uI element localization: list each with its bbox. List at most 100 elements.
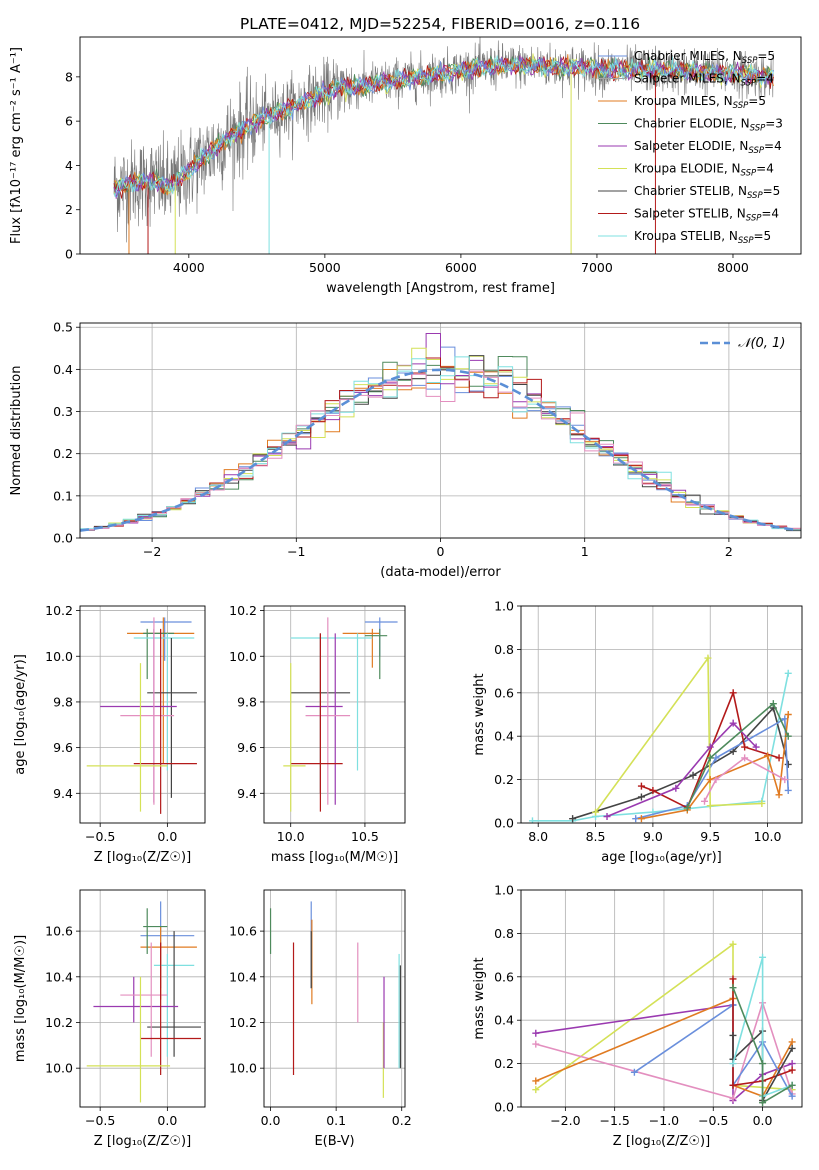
plus-marker	[569, 815, 577, 823]
plus-marker	[637, 782, 645, 790]
legend-label-text: Salpeter ELODIE, N	[634, 139, 748, 153]
plus-marker	[784, 760, 792, 768]
mass-weight-line	[594, 655, 762, 813]
y-tick-label: 8	[65, 69, 73, 84]
x-tick-label: 1	[581, 544, 589, 559]
x-tick-label: 0.1	[326, 1113, 346, 1128]
plus-marker	[706, 802, 714, 810]
spectrum-panel: 4000 5000 6000 7000 8000 0 2 4 6 8 wavelength [Ang…	[9, 36, 802, 296]
legend-label: Chabrier ELODIE, NSSP=3	[634, 117, 783, 134]
plus-marker	[637, 815, 645, 823]
plus-marker	[741, 754, 749, 762]
legend-label-sub: SSP	[741, 169, 757, 179]
y-tick-label: 0.1	[53, 488, 73, 503]
y-axis-label: mass weight	[472, 957, 487, 1039]
plus-marker	[729, 1081, 737, 1089]
y-tick-label: 10.2	[229, 603, 257, 618]
plus-marker	[729, 975, 737, 983]
y-tick-label: 9.6	[237, 740, 257, 755]
plus-marker	[788, 1044, 796, 1052]
y-tick-label: 4	[65, 158, 73, 173]
y-tick-label: 0.4	[494, 729, 514, 744]
plus-marker	[729, 940, 737, 948]
plus-marker	[701, 797, 709, 805]
x-tick-label: −0.5	[698, 1113, 728, 1128]
residuals-plot-area	[80, 333, 801, 538]
plus-marker	[689, 771, 697, 779]
y-tick-label: 1.0	[494, 883, 514, 898]
x-tick-label: 10.5	[351, 829, 379, 844]
y-tick-label: 10.2	[45, 1015, 73, 1030]
plus-marker	[788, 1038, 796, 1046]
mass-weight-line	[686, 702, 789, 809]
x-tick-label: 0.0	[157, 829, 177, 844]
y-axis-label: Normed distribution	[9, 366, 24, 496]
plus-marker	[649, 786, 657, 794]
y-tick-label: 0.0	[494, 1100, 514, 1115]
axes-frame	[79, 605, 206, 824]
y-tick-label: 0.4	[53, 362, 73, 377]
legend-label: Salpeter MILES, NSSP=4	[634, 72, 774, 89]
x-tick-label: −0.5	[85, 829, 115, 844]
plus-marker	[528, 817, 536, 823]
y-tick-label: 10.0	[45, 649, 73, 664]
plus-marker	[532, 1077, 540, 1085]
legend-label-text: Kroupa MILES, N	[634, 94, 733, 108]
mass-weight-line	[732, 957, 793, 1098]
legend-label-sub: SSP	[747, 191, 763, 201]
plus-marker	[788, 1081, 796, 1089]
y-tick-label: 6	[65, 114, 73, 129]
legend-label-sub: SSP	[738, 236, 754, 246]
axes-frame	[263, 605, 406, 824]
mass-weight-line	[703, 756, 786, 802]
x-tick-label: −1.0	[649, 1113, 679, 1128]
legend-label-text: Chabrier MILES, N	[634, 49, 742, 63]
x-tick-label: 4000	[173, 260, 205, 275]
plus-marker	[759, 1099, 767, 1107]
legend-label-sub: SSP	[742, 56, 758, 66]
x-axis-label: (data-model)/error	[380, 565, 501, 580]
y-tick-label: 10.4	[229, 969, 257, 984]
y-axis-label: mass [log₁₀(M/M☉)]	[13, 935, 28, 1062]
y-tick-label: 0	[65, 247, 73, 262]
plus-marker	[775, 754, 783, 762]
model-spectrum-line	[113, 55, 774, 199]
y-tick-label: 9.4	[237, 786, 257, 801]
plus-marker	[788, 1060, 796, 1068]
legend-label-suffix: =4	[764, 139, 782, 153]
plus-marker	[784, 669, 792, 677]
mass_vs_Z-panel: −0.5 0.0 10.0 10.2 10.4 10.6 Z [log₁₀(Z/Z☉)] ma…	[13, 889, 206, 1149]
x-axis-label: E(B-V)	[314, 1134, 354, 1149]
y-tick-label: 10.2	[45, 603, 73, 618]
model-spectrum-line	[113, 55, 774, 198]
plus-marker	[532, 1029, 540, 1037]
legend-label-sub: SSP	[733, 101, 749, 111]
y-axis-label: Flux [fλ10⁻¹⁷ erg cm⁻² s⁻¹ A⁻¹]	[9, 47, 24, 244]
y-tick-label: 9.4	[53, 786, 73, 801]
axes-frame	[520, 605, 803, 824]
plus-marker	[706, 743, 714, 751]
mass_vs_ebv-panel: 0.0 0.1 0.2 10.0 10.2 10.4 10.6 E(B-V)	[229, 889, 412, 1149]
mass-weight-line	[732, 987, 793, 1105]
legend-label: Salpeter STELIB, NSSP=4	[634, 207, 779, 224]
y-axis-label: mass weight	[472, 673, 487, 755]
plus-marker	[729, 1031, 737, 1039]
x-tick-label: −1	[287, 544, 305, 559]
plots-layer: 4000 5000 6000 7000 8000 0 2 4 6 8 wavelength [Ang…	[9, 36, 803, 1149]
plus-marker	[672, 784, 680, 792]
legend-label-suffix: =4	[761, 207, 779, 221]
plus-marker	[532, 1086, 540, 1094]
weight_vs_Z-plot-area	[532, 940, 796, 1107]
legend-label: Chabrier MILES, NSSP=5	[634, 49, 775, 66]
x-tick-label: 10.0	[754, 829, 782, 844]
legend-label-sub: SSP	[748, 146, 764, 156]
axes-frame	[79, 889, 206, 1108]
age_vs_mass-plot-area	[283, 617, 398, 812]
legend-label-text: Salpeter STELIB, N	[634, 207, 746, 221]
x-tick-label: 5000	[309, 260, 341, 275]
y-axis-label: age [log₁₀(age/yr)]	[13, 654, 28, 775]
x-tick-label: 0	[437, 544, 445, 559]
y-tick-label: 0.5	[53, 320, 73, 335]
